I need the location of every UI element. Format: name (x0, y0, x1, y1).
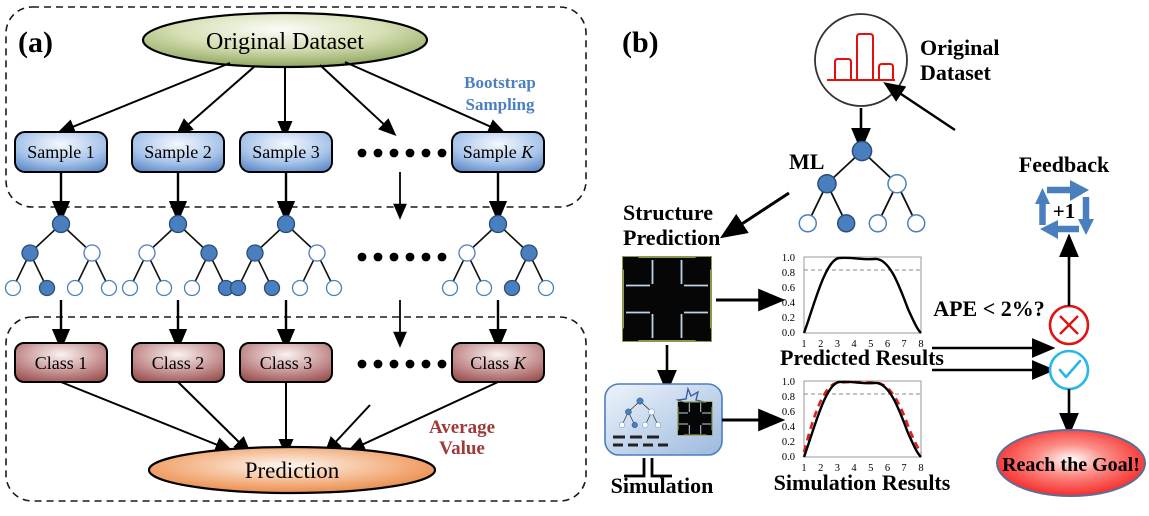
svg-text:Feedback: Feedback (1019, 152, 1110, 177)
svg-text:0.4: 0.4 (782, 298, 796, 309)
svg-text:Class 2: Class 2 (152, 353, 205, 373)
svg-text:Simulation: Simulation (611, 473, 714, 498)
svg-text:(a): (a) (18, 26, 53, 59)
svg-text:Class 1: Class 1 (35, 353, 88, 373)
svg-text:0.6: 0.6 (782, 407, 795, 418)
svg-text:+1: +1 (1053, 199, 1075, 223)
svg-text:Average: Average (429, 417, 495, 438)
svg-text:Original Dataset: Original Dataset (206, 29, 364, 55)
svg-text:Prediction: Prediction (245, 458, 340, 483)
svg-text:0.8: 0.8 (782, 268, 795, 279)
svg-text:APE < 2%?: APE < 2%? (933, 296, 1045, 321)
svg-text:Dataset: Dataset (920, 60, 992, 85)
svg-text:Class 3: Class 3 (260, 353, 313, 373)
svg-text:0.2: 0.2 (782, 313, 795, 324)
svg-text:Sample K: Sample K (463, 142, 535, 162)
svg-text:Class K: Class K (470, 353, 527, 373)
svg-text:Bootstrap: Bootstrap (464, 73, 536, 92)
svg-text:Value: Value (439, 438, 485, 459)
svg-text:0.2: 0.2 (782, 437, 795, 448)
svg-text:0.8: 0.8 (782, 392, 795, 403)
svg-text:1.0: 1.0 (782, 253, 795, 264)
svg-text:0.0: 0.0 (782, 328, 795, 339)
svg-text:Reach the Goal!: Reach the Goal! (1002, 454, 1140, 476)
svg-text:Original: Original (920, 35, 999, 60)
svg-text:Predicted Results: Predicted Results (780, 345, 944, 370)
svg-text:Sample 2: Sample 2 (144, 142, 212, 162)
svg-text:Structure: Structure (623, 200, 713, 225)
svg-text:0.6: 0.6 (782, 283, 795, 294)
svg-text:Sample 3: Sample 3 (252, 142, 320, 162)
svg-text:ML: ML (789, 149, 824, 174)
svg-text:Sampling: Sampling (466, 95, 535, 114)
svg-text:Sample 1: Sample 1 (27, 142, 95, 162)
svg-text:1.0: 1.0 (782, 377, 795, 388)
svg-text:0.0: 0.0 (782, 452, 795, 463)
svg-text:Prediction: Prediction (623, 225, 720, 250)
svg-text:Simulation Results: Simulation Results (774, 470, 951, 495)
svg-text:0.4: 0.4 (782, 422, 796, 433)
svg-text:(b): (b) (622, 26, 659, 59)
